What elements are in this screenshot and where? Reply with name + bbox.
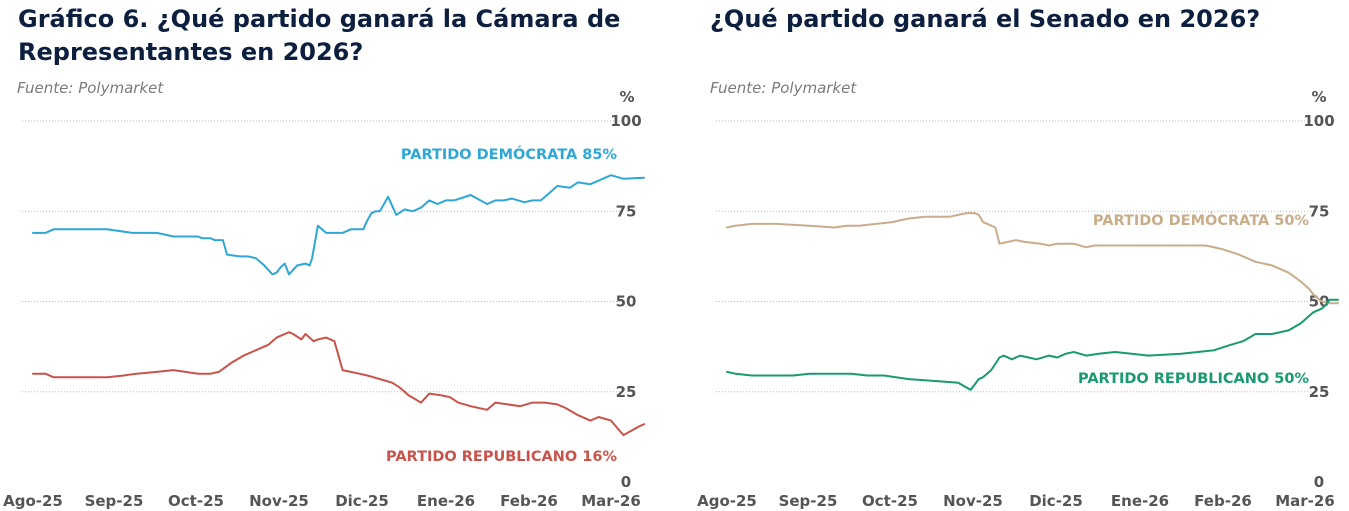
- y-tick-label: 75: [1309, 202, 1330, 220]
- senate-chart: 100 75 50 25 0% Ago-25 Sep-25 Oct-25 Nov-25 Dic-2…: [697, 88, 1339, 510]
- chart2-title: ¿Qué partido ganará el Senado en 2026?: [710, 3, 1260, 36]
- series-line-republican: [32, 331, 645, 437]
- chart2-title-line1: ¿Qué partido ganará el Senado en 2026?: [710, 5, 1261, 33]
- chart2-source: Fuente: Polymarket: [710, 79, 857, 97]
- y-tick-label: 25: [1309, 383, 1330, 401]
- x-tick-label: Nov-25: [249, 492, 309, 510]
- series-label-republican: PARTIDO REPUBLICANO 50%: [1078, 371, 1309, 387]
- chart1-title-line1: Gráfico 6. ¿Qué partido ganará la Cámara…: [18, 5, 621, 33]
- x-tick-label: Dic-25: [335, 492, 389, 510]
- x-tick-label: Nov-25: [943, 492, 1003, 510]
- series-label-democrat: PARTIDO DEMÓCRATA 85%: [401, 145, 618, 163]
- y-tick-label: 50: [1309, 293, 1330, 311]
- x-tick-label: Feb-26: [1194, 492, 1252, 510]
- series-line-democrat: [726, 212, 1339, 305]
- series-line-republican: [726, 298, 1339, 391]
- house-chart: 100 75 50 25 0% Ago-25 Sep-25 Oct-25 Nov-25 Dic-2…: [3, 88, 645, 510]
- x-tick-label: Mar-26: [1275, 492, 1335, 510]
- y-tick-label: 0: [621, 473, 631, 491]
- series-line-democrat: [32, 174, 645, 276]
- x-tick-label: Sep-25: [779, 492, 838, 510]
- x-tick-label: Ago-25: [697, 492, 757, 510]
- y-tick-label: 100: [610, 112, 641, 130]
- x-tick-label: Ene-26: [417, 492, 475, 510]
- chart1-title: Gráfico 6. ¿Qué partido ganará la Cámara…: [18, 3, 620, 69]
- chart1-title-line2: Representantes en 2026?: [18, 38, 364, 66]
- y-tick-label: 25: [616, 383, 637, 401]
- y-axis-unit: %: [619, 88, 634, 106]
- y-tick-label: 100: [1303, 112, 1334, 130]
- y-tick-label: 50: [616, 293, 637, 311]
- x-tick-label: Ene-26: [1111, 492, 1169, 510]
- x-tick-label: Oct-25: [168, 492, 224, 510]
- x-tick-label: Mar-26: [581, 492, 641, 510]
- chart1-source: Fuente: Polymarket: [17, 79, 164, 97]
- x-tick-label: Oct-25: [862, 492, 918, 510]
- y-axis-unit: %: [1311, 88, 1326, 106]
- y-tick-label: 0: [1314, 473, 1324, 491]
- x-tick-label: Sep-25: [85, 492, 144, 510]
- y-tick-label: 75: [616, 202, 637, 220]
- x-tick-label: Dic-25: [1029, 492, 1083, 510]
- x-tick-label: Feb-26: [500, 492, 558, 510]
- series-label-republican: PARTIDO REPUBLICANO 16%: [386, 449, 617, 465]
- x-tick-label: Ago-25: [3, 492, 63, 510]
- series-label-democrat: PARTIDO DEMÓCRATA 50%: [1093, 211, 1310, 229]
